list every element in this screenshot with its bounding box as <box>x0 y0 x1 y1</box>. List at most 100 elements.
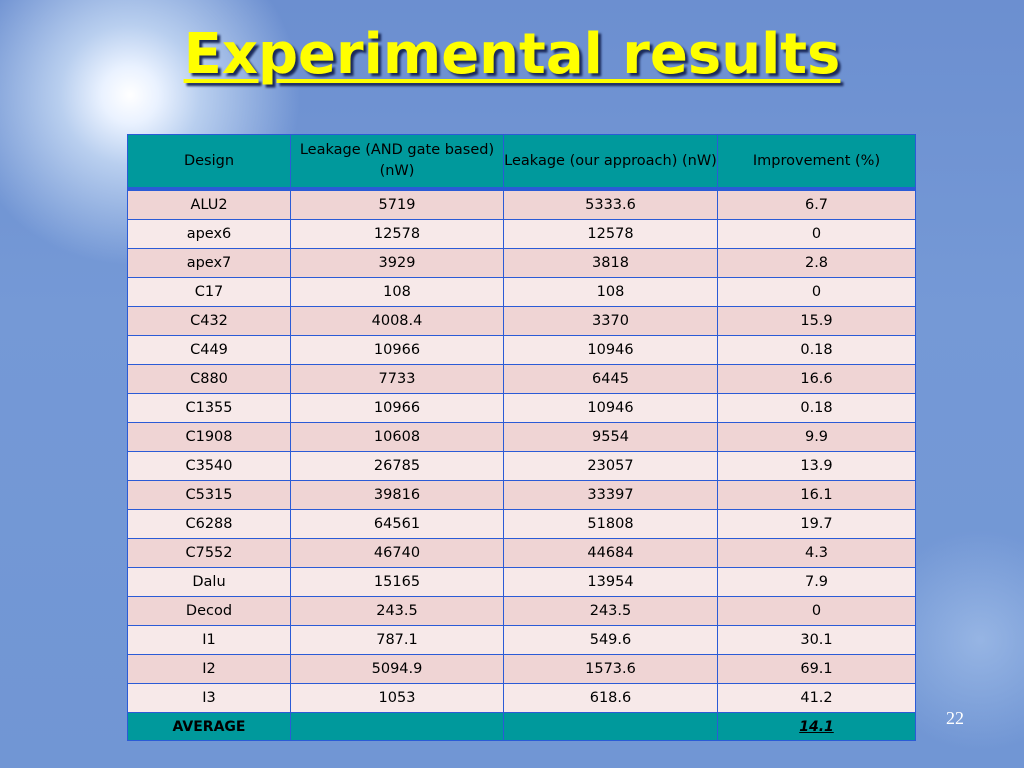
cell-improvement: 16.1 <box>717 480 916 510</box>
cell-leakage-our-approach: 243.5 <box>503 596 718 626</box>
cell-improvement: 13.9 <box>717 451 916 481</box>
cell-leakage-our-approach: 108 <box>503 277 718 307</box>
table-row: I2 5094.9 1573.6 69.1 <box>127 654 916 684</box>
header-leakage-our-approach: Leakage (our approach) (nW) <box>503 134 718 191</box>
cell-improvement: 0.18 <box>717 335 916 365</box>
cell-design: C1355 <box>127 393 291 423</box>
cell-design: ALU2 <box>127 188 291 220</box>
cell-leakage-and-gate: 108 <box>290 277 504 307</box>
cell-leakage-our-approach: 33397 <box>503 480 718 510</box>
cell-leakage-and-gate: 7733 <box>290 364 504 394</box>
cell-improvement: 15.9 <box>717 306 916 336</box>
cell-leakage-and-gate: 5719 <box>290 188 504 220</box>
cell-design: I2 <box>127 654 291 684</box>
cell-leakage-and-gate: 15165 <box>290 567 504 597</box>
cell-leakage-our-approach: 12578 <box>503 219 718 249</box>
cell-leakage-and-gate: 243.5 <box>290 596 504 626</box>
cell-leakage-our-approach: 10946 <box>503 335 718 365</box>
cell-design: C17 <box>127 277 291 307</box>
cell-design: C1908 <box>127 422 291 452</box>
cell-leakage-and-gate: 26785 <box>290 451 504 481</box>
cell-leakage-and-gate: 64561 <box>290 509 504 539</box>
cell-design: C6288 <box>127 509 291 539</box>
cell-improvement: 9.9 <box>717 422 916 452</box>
cell-improvement: 4.3 <box>717 538 916 568</box>
cell-improvement: 30.1 <box>717 625 916 655</box>
cell-design: I1 <box>127 625 291 655</box>
cell-improvement: 0 <box>717 596 916 626</box>
cell-leakage-our-approach: 9554 <box>503 422 718 452</box>
cell-leakage-and-gate: 12578 <box>290 219 504 249</box>
footer-average-cell: 14.1 <box>717 712 916 741</box>
cell-leakage-our-approach: 618.6 <box>503 683 718 713</box>
footer-cell-empty <box>290 712 504 741</box>
cell-design: apex6 <box>127 219 291 249</box>
cell-design: I3 <box>127 683 291 713</box>
footer-label: AVERAGE <box>127 712 291 741</box>
cell-leakage-our-approach: 10946 <box>503 393 718 423</box>
cell-leakage-our-approach: 13954 <box>503 567 718 597</box>
cell-leakage-our-approach: 23057 <box>503 451 718 481</box>
cell-leakage-our-approach: 6445 <box>503 364 718 394</box>
cell-improvement: 0 <box>717 219 916 249</box>
cell-design: C449 <box>127 335 291 365</box>
cell-improvement: 7.9 <box>717 567 916 597</box>
table-row: C880 7733 6445 16.6 <box>127 364 916 394</box>
cell-leakage-and-gate: 1053 <box>290 683 504 713</box>
table-footer-row: AVERAGE 14.1 <box>127 712 916 741</box>
table-row: C449 10966 10946 0.18 <box>127 335 916 365</box>
cell-leakage-and-gate: 10966 <box>290 335 504 365</box>
table-row: C7552 46740 44684 4.3 <box>127 538 916 568</box>
cell-leakage-our-approach: 3370 <box>503 306 718 336</box>
cell-improvement: 6.7 <box>717 188 916 220</box>
table-row: C1908 10608 9554 9.9 <box>127 422 916 452</box>
header-leakage-and-gate: Leakage (AND gate based) (nW) <box>290 134 504 191</box>
cell-design: Dalu <box>127 567 291 597</box>
table-row: I1 787.1 549.6 30.1 <box>127 625 916 655</box>
cell-leakage-our-approach: 1573.6 <box>503 654 718 684</box>
cell-leakage-our-approach: 51808 <box>503 509 718 539</box>
page-number: 22 <box>946 708 964 728</box>
slide-title: Experimental results <box>183 22 841 87</box>
cell-leakage-our-approach: 44684 <box>503 538 718 568</box>
cell-improvement: 0 <box>717 277 916 307</box>
table-row: C432 4008.4 3370 15.9 <box>127 306 916 336</box>
cell-leakage-and-gate: 39816 <box>290 480 504 510</box>
cell-leakage-and-gate: 10608 <box>290 422 504 452</box>
cell-leakage-and-gate: 5094.9 <box>290 654 504 684</box>
cell-leakage-our-approach: 549.6 <box>503 625 718 655</box>
results-table: Design Leakage (AND gate based) (nW) Lea… <box>127 134 916 741</box>
cell-improvement: 0.18 <box>717 393 916 423</box>
cell-improvement: 19.7 <box>717 509 916 539</box>
cell-leakage-and-gate: 10966 <box>290 393 504 423</box>
table-header-row: Design Leakage (AND gate based) (nW) Lea… <box>127 134 916 191</box>
cell-leakage-and-gate: 46740 <box>290 538 504 568</box>
average-improvement-value: 14.1 <box>799 718 834 735</box>
table-row: apex7 3929 3818 2.8 <box>127 248 916 278</box>
footer-cell-empty <box>503 712 718 741</box>
header-design: Design <box>127 134 291 191</box>
table-row: Dalu 15165 13954 7.9 <box>127 567 916 597</box>
cell-design: C3540 <box>127 451 291 481</box>
cell-design: C7552 <box>127 538 291 568</box>
table-row: apex6 12578 12578 0 <box>127 219 916 249</box>
cell-improvement: 69.1 <box>717 654 916 684</box>
cell-leakage-our-approach: 5333.6 <box>503 188 718 220</box>
table-row: C6288 64561 51808 19.7 <box>127 509 916 539</box>
header-improvement: Improvement (%) <box>717 134 916 191</box>
cell-leakage-our-approach: 3818 <box>503 248 718 278</box>
table-row: C5315 39816 33397 16.1 <box>127 480 916 510</box>
table-row: C1355 10966 10946 0.18 <box>127 393 916 423</box>
table-row: ALU2 5719 5333.6 6.7 <box>127 188 916 220</box>
cell-design: Decod <box>127 596 291 626</box>
cell-leakage-and-gate: 4008.4 <box>290 306 504 336</box>
cell-leakage-and-gate: 787.1 <box>290 625 504 655</box>
cell-improvement: 16.6 <box>717 364 916 394</box>
cell-improvement: 2.8 <box>717 248 916 278</box>
table-row: Decod 243.5 243.5 0 <box>127 596 916 626</box>
cell-improvement: 41.2 <box>717 683 916 713</box>
cell-design: C5315 <box>127 480 291 510</box>
table-row: C17 108 108 0 <box>127 277 916 307</box>
cell-design: apex7 <box>127 248 291 278</box>
cell-design: C880 <box>127 364 291 394</box>
